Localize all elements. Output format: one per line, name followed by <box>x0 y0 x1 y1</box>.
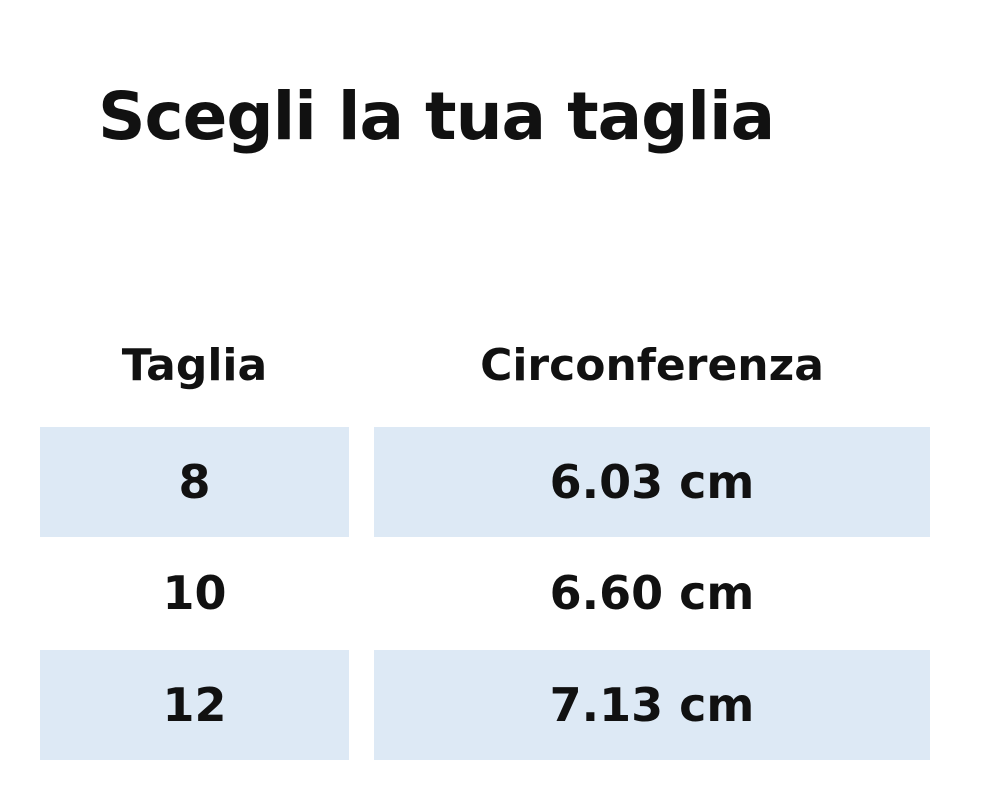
row-1-size: 8 <box>40 427 349 537</box>
header-size: Taglia <box>121 340 268 391</box>
row-3-circumference: 7.13 cm <box>374 650 930 760</box>
header-circumference: Circonferenza <box>480 340 824 391</box>
page-title: Scegli la tua taglia <box>98 78 775 155</box>
row-2-circumference: 6.60 cm <box>549 566 755 620</box>
row-2-size: 10 <box>162 566 227 620</box>
row-3-size: 12 <box>40 650 349 760</box>
row-1-circumference: 6.03 cm <box>374 427 930 537</box>
